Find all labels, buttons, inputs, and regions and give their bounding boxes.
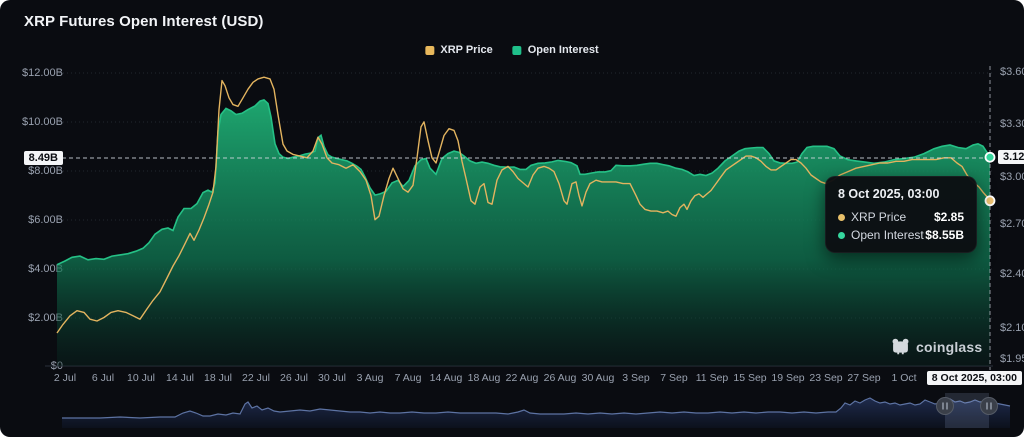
xrp-price-swatch-icon [425,45,435,55]
marker-dot-xrp-price [984,195,996,207]
crosshair [55,66,996,370]
axis-tick-label: 22 Jul [241,372,271,384]
navigator-handle-right[interactable] [980,397,998,415]
axis-tick-label: $3.00 [1000,171,1024,183]
axis-tick-label: 26 Jul [279,372,309,384]
axis-tick-label: 1 Oct [891,372,917,384]
axis-tick-label: 26 Aug [543,372,577,384]
series-layer [56,76,991,367]
tooltip-label-xrp-price: XRP Price [851,210,907,224]
open-interest-dot-icon [838,231,845,239]
tooltip-label-open-interest: Open Interest [851,228,924,242]
axis-tick-label: 7 Sep [660,372,688,384]
axis-tick-label: $12.00B [22,67,63,79]
tooltip-value-xrp-price: $2.85 [933,210,964,224]
crosshair-right-value-pill: 3.12 [998,150,1024,164]
watermark: coinglass [891,337,982,356]
tooltip-row-xrp-price: XRP Price $2.85 [838,210,964,224]
axis-tick-label: 3 Sep [622,372,650,384]
tooltip-value-open-interest: $8.55B [925,228,964,242]
navigator[interactable] [62,393,1011,428]
axis-tick-label: 14 Jul [165,372,195,384]
crosshair-left-value-pill: 8.49B [23,151,63,165]
axis-tick-label: $2.00B [28,312,63,324]
axis-tick-label: $2.10 [1000,322,1024,334]
watermark-brand: coinglass [916,338,983,355]
open-interest-area [57,99,990,367]
axis-tick-label: 22 Aug [505,372,539,384]
navigator-area [62,398,1010,428]
axis-tick-label: 18 Jul [203,372,233,384]
navigator-line [62,397,1011,419]
legend-item-xrp-price[interactable]: XRP Price [425,44,493,56]
xrp-price-line [56,76,991,334]
legend: XRP Price Open Interest [425,44,599,56]
axis-tick-label: 30 Aug [581,372,615,384]
xrp-price-dot-icon [838,213,845,221]
page-title: XRP Futures Open Interest (USD) [24,13,264,30]
navigator-handle-left[interactable] [936,397,954,415]
axis-tick-label: 11 Sep [695,372,729,384]
axis-tick-label: $8.00B [28,165,63,177]
tooltip-header: 8 Oct 2025, 03:00 [838,187,940,201]
axis-tick-label: 2 Jul [53,372,77,384]
axis-tick-label: $4.00B [28,263,63,275]
crosshair-date-pill: 8 Oct 2025, 03:00 [926,371,1022,385]
axis-tick-label: 15 Sep [733,372,767,384]
axis-tick-label: 3 Aug [356,372,384,384]
axis-tick-label: 10 Jul [126,372,156,384]
axis-tick-label: $1.95 [1000,353,1024,365]
axis-tick-label: $10.00B [22,116,63,128]
axis-tick-label: $6.00B [28,214,63,226]
axis-tick-label: $3.30 [1000,118,1024,130]
coinglass-logo-icon [892,338,909,355]
axis-tick-label: 30 Jul [317,372,347,384]
axis-tick-label: $3.60 [1000,66,1024,78]
axis-tick-label: 23 Sep [809,372,843,384]
tooltip: 8 Oct 2025, 03:00 XRP Price $2.85 Open I… [825,176,977,253]
legend-item-open-interest[interactable]: Open Interest [512,44,599,56]
axis-tick-label: 19 Sep [771,372,805,384]
axis-tick-label: 14 Aug [429,372,463,384]
tooltip-row-open-interest: Open Interest $8.55B [838,228,964,242]
axis-tick-label: 27 Sep [847,372,881,384]
axis-tick-label: $2.70 [1000,218,1024,230]
axis-tick-label: 7 Aug [394,372,422,384]
axis-tick-label: 18 Aug [467,372,501,384]
open-interest-swatch-icon [512,45,522,55]
legend-label-open-interest: Open Interest [527,44,599,56]
axis-tick-label: $2.40 [1000,268,1024,280]
marker-dot-open-interest [984,151,996,163]
axis-tick-label: 6 Jul [91,372,115,384]
legend-label-xrp-price: XRP Price [440,44,493,56]
